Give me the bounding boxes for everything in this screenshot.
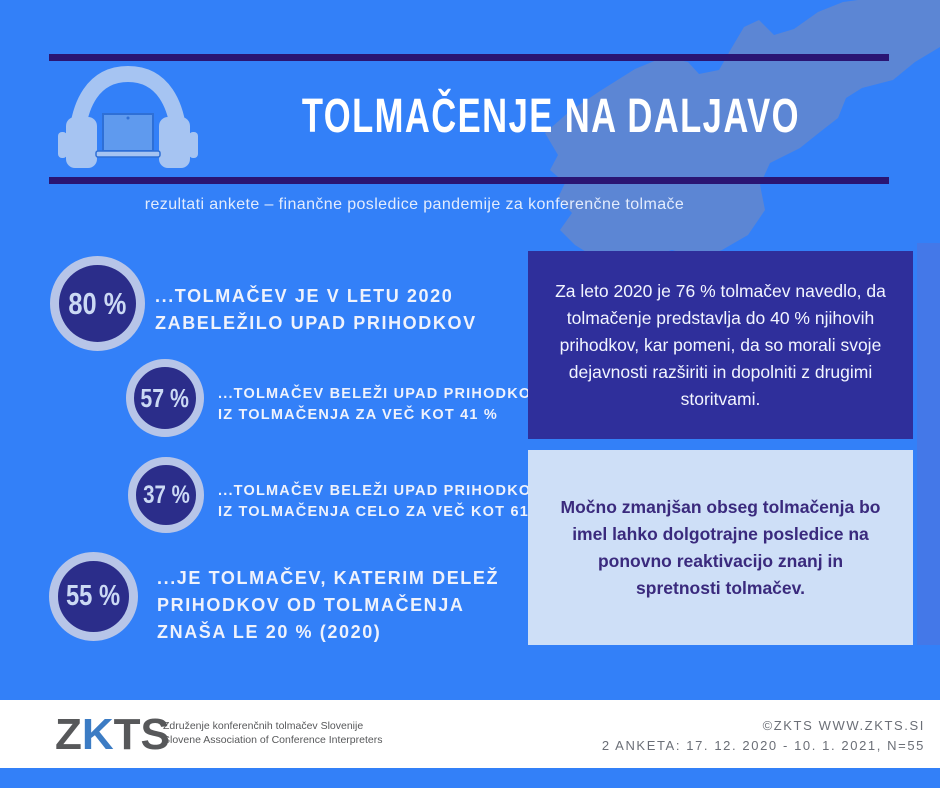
page-title: TOLMAČENJE NA DALJAVO: [213, 88, 889, 144]
stat-text-line: ZABELEŽILO UPAD PRIHODKOV: [155, 313, 477, 333]
footer-bar: ZKTS Združenje konferenčnih tolmačev Slo…: [0, 700, 940, 768]
stat-text-line: PRIHODKOV OD TOLMAČENJA: [157, 595, 465, 615]
stat-value-37: 37 %: [142, 480, 190, 509]
stat-text-55: ...JE TOLMAČEV, KATERIM DELEŽ PRIHODKOV …: [157, 565, 499, 646]
slovenia-map: [545, 0, 940, 258]
stat-text-line: ...JE TOLMAČEV, KATERIM DELEŽ: [157, 568, 500, 588]
stat-value-55: 55 %: [66, 580, 121, 612]
page-title-text: TOLMAČENJE NA DALJAVO: [301, 89, 801, 143]
callout-dark-box: Za leto 2020 je 76 % tolmačev navedlo, d…: [528, 251, 913, 439]
stat-text-line: ...TOLMAČEV BELEŽI UPAD PRIHODKOV: [218, 483, 543, 499]
headphones-laptop-icon: [58, 65, 198, 168]
header-rule-top: [49, 54, 889, 61]
organization-name: Združenje konferenčnih tolmačev Slovenij…: [163, 719, 382, 747]
page-subtitle: rezultati ankete – finančne posledice pa…: [144, 196, 685, 213]
copyright-text: ©ZKTS WWW.ZKTS.SI: [762, 718, 925, 733]
org-name-en: Slovene Association of Conference Interp…: [163, 734, 383, 746]
survey-info-text: 2 ANKETA: 17. 12. 2020 - 10. 1. 2021, N=…: [601, 738, 925, 753]
stat-text-line: IZ TOLMAČENJA CELO ZA VEČ KOT 61 %: [218, 504, 549, 520]
stat-circle-55: 55 %: [49, 552, 138, 641]
stat-text-57: ...TOLMAČEV BELEŽI UPAD PRIHODKOV IZ TOL…: [218, 384, 542, 426]
stat-text-line: ZNAŠA LE 20 % (2020): [157, 622, 382, 642]
callout-light-box: Močno zmanjšan obseg tolmačenja bo imel …: [528, 450, 913, 645]
right-accent-strip: [917, 243, 940, 645]
header-rule-bottom: [49, 177, 889, 184]
stat-value-57: 57 %: [140, 382, 190, 413]
stat-circle-37: 37 %: [128, 457, 204, 533]
stat-text-line: ...TOLMAČEV BELEŽI UPAD PRIHODKOV: [218, 386, 543, 402]
stat-circle-80: 80 %: [50, 256, 145, 351]
zkts-logo: ZKTS: [55, 713, 170, 757]
org-name-sl: Združenje konferenčnih tolmačev Slovenij…: [163, 720, 364, 732]
footer-meta: ©ZKTS WWW.ZKTS.SI 2 ANKETA: 17. 12. 2020…: [602, 716, 925, 756]
stat-text-80: ...TOLMAČEV JE V LETU 2020 ZABELEŽILO UP…: [155, 283, 477, 337]
stat-text-line: IZ TOLMAČENJA ZA VEČ KOT 41 %: [218, 407, 498, 423]
stat-circle-57: 57 %: [126, 359, 204, 437]
zkts-logo-k: K: [81, 710, 114, 759]
stat-text-line: ...TOLMAČEV JE V LETU 2020: [155, 286, 454, 306]
zkts-logo-ts: TS: [113, 710, 170, 759]
callout-dark-text: Za leto 2020 je 76 % tolmačev navedlo, d…: [555, 280, 886, 409]
callout-light-text: Močno zmanjšan obseg tolmačenja bo imel …: [560, 496, 881, 598]
zkts-logo-z: Z: [55, 710, 82, 759]
stat-text-37: ...TOLMAČEV BELEŽI UPAD PRIHODKOV IZ TOL…: [218, 481, 548, 523]
stat-value-80: 80 %: [68, 285, 127, 321]
